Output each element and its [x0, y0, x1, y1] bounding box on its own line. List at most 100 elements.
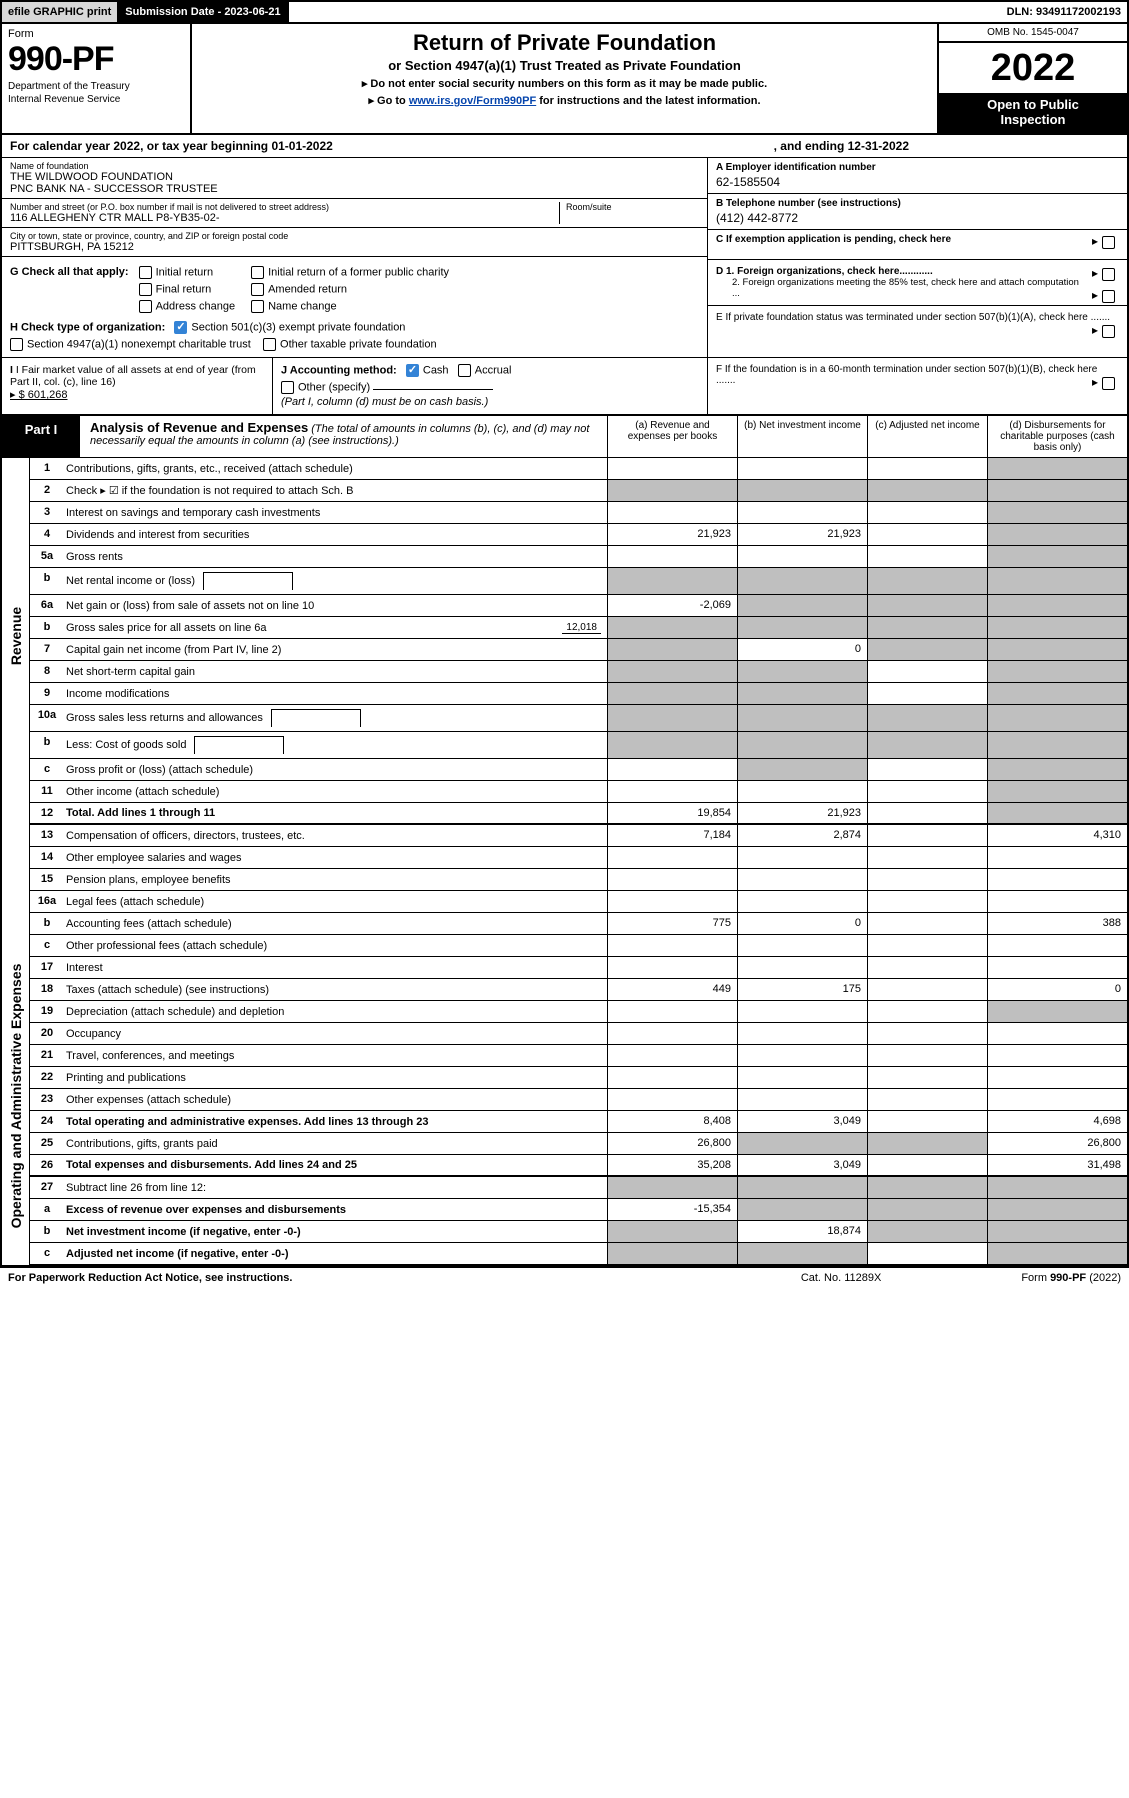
efile-print-button[interactable]: efile GRAPHIC print: [2, 2, 119, 22]
irs-link[interactable]: www.irs.gov/Form990PF: [409, 95, 536, 107]
cell-c: [867, 639, 987, 660]
cell-d: [987, 595, 1127, 616]
cell-a: [607, 502, 737, 523]
cell-b: [737, 705, 867, 731]
g-initial-return-checkbox[interactable]: [139, 266, 152, 279]
form-ref: Form 990-PF (2022): [1021, 1272, 1121, 1284]
cell-c: [867, 957, 987, 978]
room-label: Room/suite: [566, 202, 699, 212]
cell-d: [987, 617, 1127, 638]
line-number: 14: [30, 847, 64, 868]
cell-d: [987, 458, 1127, 479]
cell-c: [867, 1199, 987, 1220]
line-description: Net gain or (loss) from sale of assets n…: [64, 595, 607, 616]
cell-b: [737, 1199, 867, 1220]
line-number: 6a: [30, 595, 64, 616]
d2-checkbox[interactable]: [1102, 290, 1115, 303]
line-number: c: [30, 1243, 64, 1264]
g-name-change-checkbox[interactable]: [251, 300, 264, 313]
foundation-name-2: PNC BANK NA - SUCCESSOR TRUSTEE: [10, 183, 699, 195]
h-501c3-checkbox[interactable]: [174, 321, 187, 334]
line-number: 26: [30, 1155, 64, 1175]
cell-b: 175: [737, 979, 867, 1000]
line-description: Net rental income or (loss): [64, 568, 607, 594]
g-initial-public-checkbox[interactable]: [251, 266, 264, 279]
side-labels: Revenue Operating and Administrative Exp…: [2, 458, 30, 1265]
cell-d: 4,698: [987, 1111, 1127, 1132]
ein-label: A Employer identification number: [716, 162, 1119, 173]
table-row: 4Dividends and interest from securities2…: [30, 524, 1127, 546]
g-amended-checkbox[interactable]: [251, 283, 264, 296]
table-row: 13Compensation of officers, directors, t…: [30, 825, 1127, 847]
cell-d: [987, 869, 1127, 890]
cell-c: [867, 1243, 987, 1264]
cell-c: [867, 546, 987, 567]
col-d-header: (d) Disbursements for charitable purpose…: [987, 416, 1127, 457]
h-other-checkbox[interactable]: [263, 338, 276, 351]
table-row: 22Printing and publications: [30, 1067, 1127, 1089]
c-checkbox[interactable]: [1102, 236, 1115, 249]
col-b-header: (b) Net investment income: [737, 416, 867, 457]
j-cash-checkbox[interactable]: [406, 364, 419, 377]
cat-number: Cat. No. 11289X: [801, 1272, 882, 1284]
line-description: Excess of revenue over expenses and disb…: [64, 1199, 607, 1220]
cell-a: [607, 1001, 737, 1022]
j-other-checkbox[interactable]: [281, 381, 294, 394]
cell-a: 35,208: [607, 1155, 737, 1175]
cell-c: [867, 705, 987, 731]
info-right: A Employer identification number 62-1585…: [707, 158, 1127, 260]
line-description: Net short-term capital gain: [64, 661, 607, 682]
header-left: Form 990-PF Department of the Treasury I…: [2, 24, 192, 133]
e-checkbox[interactable]: [1102, 325, 1115, 338]
cell-d: [987, 957, 1127, 978]
cell-a: -15,354: [607, 1199, 737, 1220]
line-description: Check ▸ ☑ if the foundation is not requi…: [64, 480, 607, 501]
cell-c: [867, 803, 987, 823]
table-row: 16aLegal fees (attach schedule): [30, 891, 1127, 913]
j-note: (Part I, column (d) must be on cash basi…: [281, 396, 699, 408]
cell-b: [737, 869, 867, 890]
cell-d: 26,800: [987, 1133, 1127, 1154]
check-left: G Check all that apply: Initial return F…: [2, 260, 707, 357]
line-description: Compensation of officers, directors, tru…: [64, 825, 607, 846]
line-number: b: [30, 1221, 64, 1242]
f-checkbox[interactable]: [1102, 377, 1115, 390]
cell-c: [867, 781, 987, 802]
cell-a: [607, 568, 737, 594]
cell-b: 21,923: [737, 803, 867, 823]
table-row: 6aNet gain or (loss) from sale of assets…: [30, 595, 1127, 617]
cell-c: [867, 1001, 987, 1022]
cell-c: [867, 825, 987, 846]
cell-a: [607, 1023, 737, 1044]
g-final-return-checkbox[interactable]: [139, 283, 152, 296]
table-row: 15Pension plans, employee benefits: [30, 869, 1127, 891]
h-4947-checkbox[interactable]: [10, 338, 23, 351]
cell-b: [737, 847, 867, 868]
line-number: 5a: [30, 546, 64, 567]
cell-a: [607, 683, 737, 704]
cell-b: 21,923: [737, 524, 867, 545]
g-opt-4: Amended return: [268, 283, 347, 295]
g-opt-5: Name change: [268, 300, 337, 312]
i-label: I Fair market value of all assets at end…: [10, 364, 256, 388]
cell-b: [737, 661, 867, 682]
line-description: Capital gain net income (from Part IV, l…: [64, 639, 607, 660]
cell-c: [867, 759, 987, 780]
cell-b: 0: [737, 639, 867, 660]
g-address-change-checkbox[interactable]: [139, 300, 152, 313]
cell-d: [987, 1199, 1127, 1220]
name-label: Name of foundation: [10, 161, 699, 171]
foundation-name-1: THE WILDWOOD FOUNDATION: [10, 171, 699, 183]
cell-c: [867, 1133, 987, 1154]
cell-b: [737, 502, 867, 523]
tax-year: 2022: [939, 43, 1127, 93]
form-title: Return of Private Foundation: [202, 30, 927, 56]
f-label: F If the foundation is in a 60-month ter…: [716, 364, 1097, 386]
cell-c: [867, 502, 987, 523]
line-number: 8: [30, 661, 64, 682]
j-accrual-checkbox[interactable]: [458, 364, 471, 377]
d1-checkbox[interactable]: [1102, 268, 1115, 281]
table-row: bGross sales price for all assets on lin…: [30, 617, 1127, 639]
cell-c: [867, 1177, 987, 1198]
inspect-line2: Inspection: [939, 112, 1127, 127]
